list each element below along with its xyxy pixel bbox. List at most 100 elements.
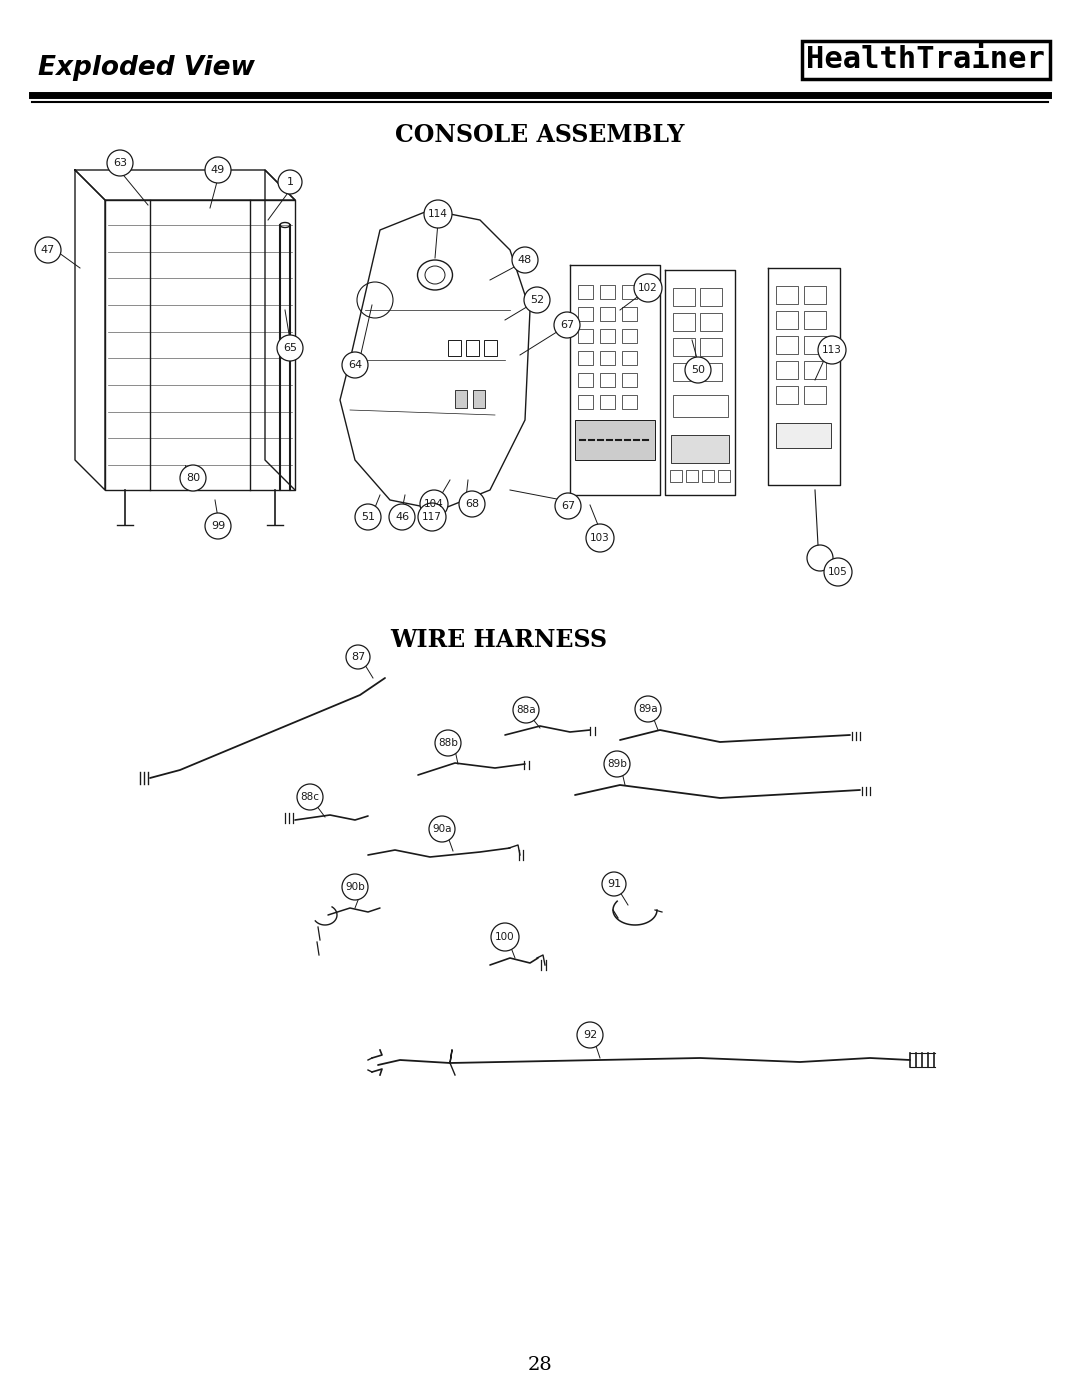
FancyBboxPatch shape: [622, 351, 637, 365]
FancyBboxPatch shape: [455, 390, 467, 408]
Text: 48: 48: [518, 256, 532, 265]
Circle shape: [824, 557, 852, 585]
FancyBboxPatch shape: [600, 351, 615, 365]
Text: 113: 113: [822, 345, 842, 355]
FancyBboxPatch shape: [686, 469, 698, 482]
Circle shape: [346, 645, 370, 669]
Text: 88a: 88a: [516, 705, 536, 715]
FancyBboxPatch shape: [622, 330, 637, 344]
FancyBboxPatch shape: [777, 386, 798, 404]
FancyBboxPatch shape: [622, 373, 637, 387]
FancyBboxPatch shape: [448, 339, 461, 356]
Circle shape: [429, 816, 455, 842]
FancyBboxPatch shape: [700, 363, 723, 381]
Circle shape: [435, 731, 461, 756]
FancyBboxPatch shape: [804, 312, 826, 330]
Text: 51: 51: [361, 511, 375, 522]
Text: 89b: 89b: [607, 759, 626, 768]
Text: 52: 52: [530, 295, 544, 305]
FancyBboxPatch shape: [700, 313, 723, 331]
FancyBboxPatch shape: [777, 286, 798, 305]
FancyBboxPatch shape: [718, 469, 730, 482]
Text: 91: 91: [607, 879, 621, 888]
Text: Exploded View: Exploded View: [38, 54, 255, 81]
Circle shape: [635, 696, 661, 722]
Circle shape: [513, 697, 539, 724]
Circle shape: [577, 1023, 603, 1048]
Circle shape: [276, 335, 303, 360]
Text: HealthTrainer: HealthTrainer: [806, 46, 1045, 74]
FancyBboxPatch shape: [673, 395, 728, 416]
FancyBboxPatch shape: [673, 363, 696, 381]
Text: 1: 1: [286, 177, 294, 187]
FancyBboxPatch shape: [578, 285, 593, 299]
FancyBboxPatch shape: [578, 330, 593, 344]
Text: 87: 87: [351, 652, 365, 662]
Circle shape: [418, 503, 446, 531]
Circle shape: [524, 286, 550, 313]
FancyBboxPatch shape: [777, 337, 798, 353]
Text: 90a: 90a: [432, 824, 451, 834]
FancyBboxPatch shape: [777, 360, 798, 379]
Circle shape: [554, 312, 580, 338]
Circle shape: [491, 923, 519, 951]
Text: 105: 105: [828, 567, 848, 577]
FancyBboxPatch shape: [777, 423, 831, 448]
Text: 28: 28: [528, 1356, 552, 1375]
Circle shape: [555, 493, 581, 520]
FancyBboxPatch shape: [578, 373, 593, 387]
Circle shape: [586, 524, 615, 552]
FancyBboxPatch shape: [777, 312, 798, 330]
Text: 88c: 88c: [300, 792, 320, 802]
FancyBboxPatch shape: [673, 313, 696, 331]
Text: 99: 99: [211, 521, 225, 531]
Circle shape: [107, 149, 133, 176]
FancyBboxPatch shape: [622, 285, 637, 299]
Text: 92: 92: [583, 1030, 597, 1039]
Text: WIRE HARNESS: WIRE HARNESS: [390, 629, 607, 652]
FancyBboxPatch shape: [673, 288, 696, 306]
Text: 63: 63: [113, 158, 127, 168]
FancyBboxPatch shape: [578, 395, 593, 409]
Text: 117: 117: [422, 511, 442, 522]
Text: 46: 46: [395, 511, 409, 522]
FancyBboxPatch shape: [600, 285, 615, 299]
FancyBboxPatch shape: [804, 337, 826, 353]
FancyBboxPatch shape: [600, 330, 615, 344]
Text: 80: 80: [186, 474, 200, 483]
Text: 102: 102: [638, 284, 658, 293]
Text: 49: 49: [211, 165, 225, 175]
Circle shape: [459, 490, 485, 517]
Circle shape: [818, 337, 846, 365]
Circle shape: [512, 247, 538, 272]
Circle shape: [355, 504, 381, 529]
FancyBboxPatch shape: [575, 420, 654, 460]
Text: 64: 64: [348, 360, 362, 370]
Circle shape: [35, 237, 60, 263]
Circle shape: [180, 465, 206, 490]
Text: 89a: 89a: [638, 704, 658, 714]
FancyBboxPatch shape: [673, 338, 696, 356]
FancyBboxPatch shape: [670, 469, 681, 482]
FancyBboxPatch shape: [622, 395, 637, 409]
Text: CONSOLE ASSEMBLY: CONSOLE ASSEMBLY: [395, 123, 685, 147]
Text: 50: 50: [691, 365, 705, 374]
Text: 104: 104: [424, 499, 444, 509]
FancyBboxPatch shape: [804, 386, 826, 404]
Circle shape: [602, 872, 626, 895]
FancyBboxPatch shape: [600, 373, 615, 387]
Circle shape: [424, 200, 453, 228]
Text: 100: 100: [496, 932, 515, 942]
Text: 67: 67: [561, 502, 575, 511]
FancyBboxPatch shape: [622, 307, 637, 321]
Text: 65: 65: [283, 344, 297, 353]
Circle shape: [604, 752, 630, 777]
FancyBboxPatch shape: [578, 307, 593, 321]
FancyBboxPatch shape: [600, 395, 615, 409]
Text: 114: 114: [428, 210, 448, 219]
FancyBboxPatch shape: [700, 338, 723, 356]
Circle shape: [342, 875, 368, 900]
Text: 67: 67: [559, 320, 575, 330]
FancyBboxPatch shape: [578, 351, 593, 365]
Text: 88b: 88b: [438, 738, 458, 747]
